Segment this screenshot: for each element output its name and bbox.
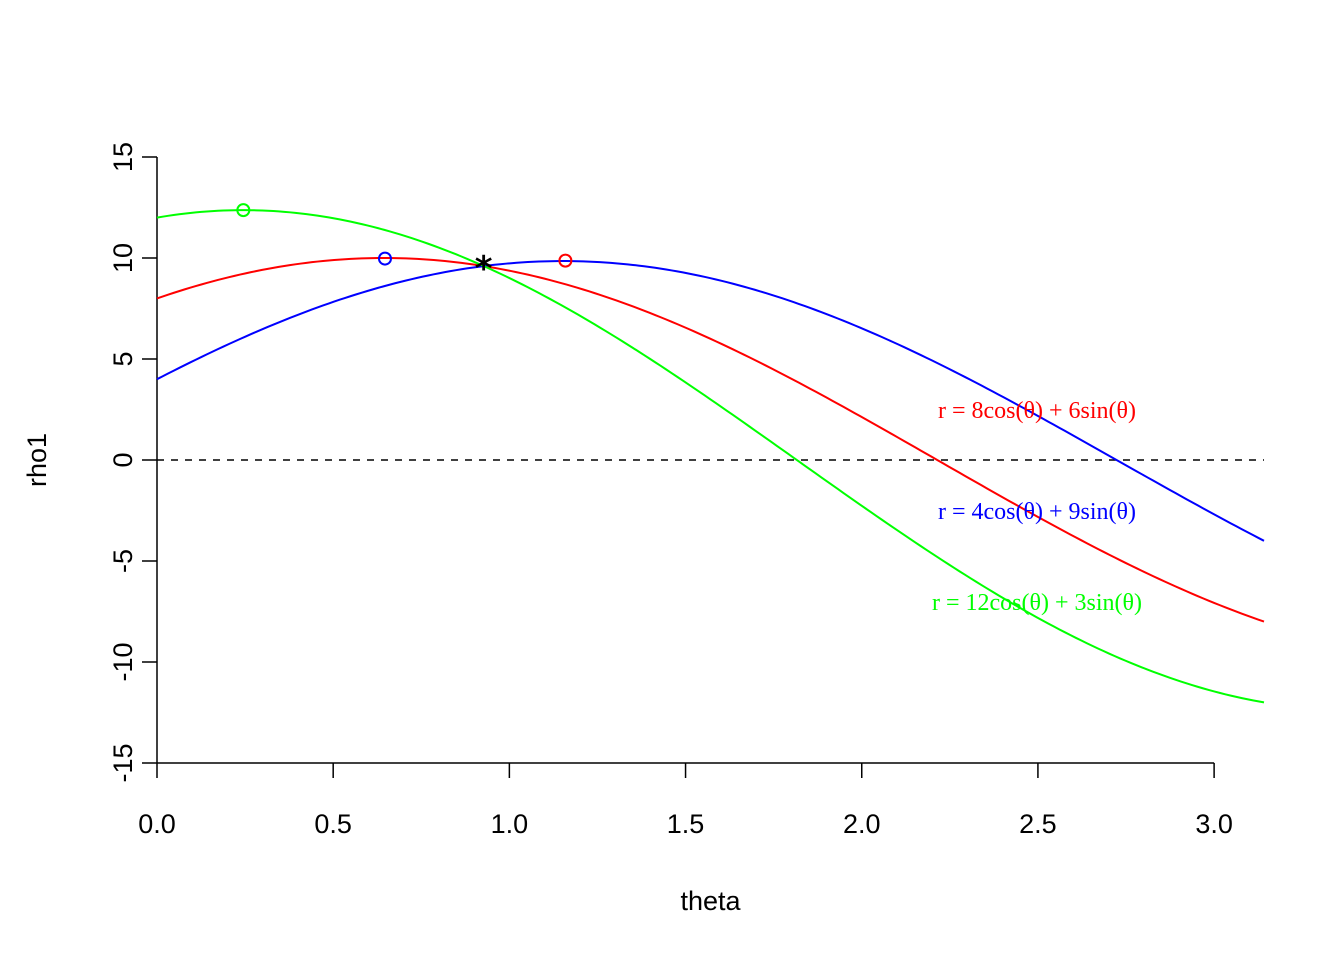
x-tick-label: 1.5	[667, 809, 705, 839]
max-markers	[236, 203, 573, 268]
y-tick-label: 0	[108, 452, 138, 467]
y-tick-label: 10	[108, 243, 138, 273]
x-tick-label: 1.0	[491, 809, 529, 839]
y-tick-label: 5	[108, 351, 138, 366]
equation-label: r = 8cos(θ) + 6sin(θ)	[938, 398, 1136, 424]
max-point-marker	[377, 251, 392, 266]
equation-labels: r = 8cos(θ) + 6sin(θ) r = 4cos(θ) + 9sin(…	[932, 398, 1142, 616]
max-point-marker	[558, 253, 573, 268]
y-tick-label: -10	[108, 642, 138, 681]
x-tick-label: 0.5	[314, 809, 352, 839]
x-tick-label: 0.0	[138, 809, 176, 839]
y-tick-label: -5	[108, 549, 138, 573]
intersection-marker: *	[475, 249, 493, 289]
equation-label: r = 4cos(θ) + 9sin(θ)	[938, 499, 1136, 525]
series-line	[156, 260, 1265, 542]
series-lines	[156, 209, 1265, 704]
max-point-marker	[236, 203, 251, 218]
x-tick-label: 2.0	[843, 809, 881, 839]
x-axis: 0.0 0.5 1.0 1.5 2.0 2.5 3.0	[138, 762, 1233, 839]
x-tick-label: 2.5	[1019, 809, 1057, 839]
series-line	[156, 256, 1265, 623]
x-axis-label: theta	[680, 886, 741, 916]
y-axis: -15 -10 -5 0 5 10 15	[108, 142, 158, 783]
y-axis-label: rho1	[22, 433, 52, 487]
equation-label: r = 12cos(θ) + 3sin(θ)	[932, 590, 1142, 616]
series-line	[156, 209, 1265, 704]
y-tick-label: -15	[108, 743, 138, 782]
y-tick-label: 15	[108, 142, 138, 172]
x-tick-label: 3.0	[1195, 809, 1233, 839]
